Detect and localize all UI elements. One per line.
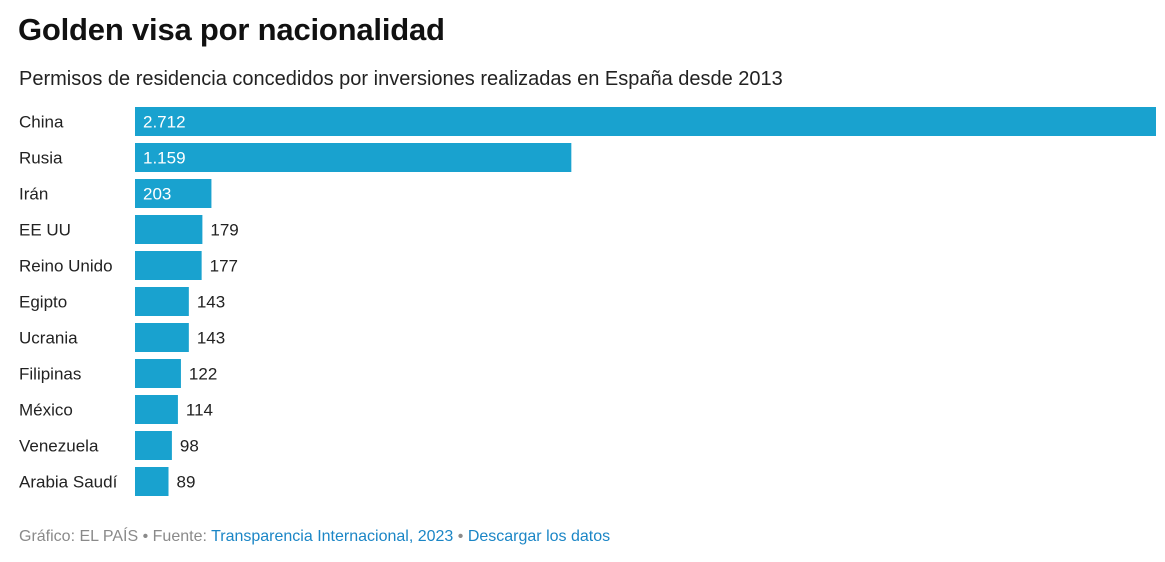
value-label: 203 — [143, 185, 171, 204]
value-label: 89 — [177, 473, 196, 492]
bar — [135, 107, 1156, 136]
category-label: Reino Unido — [19, 257, 113, 276]
bar — [135, 359, 181, 388]
category-label: México — [19, 401, 73, 420]
chart-footer: Gráfico: EL PAÍS • Fuente: Transparencia… — [19, 528, 610, 546]
value-label: 122 — [189, 365, 217, 384]
source-prefix: Fuente: — [152, 528, 212, 545]
category-label: Ucrania — [19, 329, 78, 348]
download-data-link[interactable]: Descargar los datos — [467, 528, 611, 545]
category-label: Egipto — [19, 293, 67, 312]
value-label: 98 — [180, 437, 199, 456]
value-label: 177 — [210, 257, 238, 276]
credit-text: Gráfico: EL PAÍS — [19, 528, 139, 545]
bar — [135, 467, 169, 496]
category-label: China — [19, 113, 64, 132]
bar — [135, 215, 203, 244]
category-label: Filipinas — [19, 365, 81, 384]
bar — [135, 323, 189, 352]
category-label: Irán — [19, 185, 48, 204]
bar — [135, 251, 202, 280]
category-label: Arabia Saudí — [19, 473, 118, 492]
value-label: 1.159 — [143, 149, 186, 168]
chart-title: Golden visa por nacionalidad — [18, 12, 445, 47]
bar — [135, 395, 178, 424]
bar — [135, 287, 189, 316]
bar-chart: China 2.712 Rusia 1.159 Irán 203 EE UU 179 Reino… — [19, 107, 1156, 496]
footer-separator: • — [453, 528, 468, 545]
chart-subtitle: Permisos de residencia concedidos por in… — [19, 68, 783, 90]
footer-separator: • — [138, 528, 153, 545]
value-label: 143 — [197, 329, 225, 348]
value-label: 143 — [197, 293, 225, 312]
category-label: Venezuela — [19, 437, 99, 456]
category-label: EE UU — [19, 221, 71, 240]
bar — [135, 431, 172, 460]
bar — [135, 179, 212, 208]
value-label: 114 — [186, 401, 213, 420]
value-label: 179 — [210, 221, 238, 240]
category-label: Rusia — [19, 149, 63, 168]
bar — [135, 143, 572, 172]
source-link[interactable]: Transparencia Internacional, 2023 — [211, 528, 454, 545]
value-label: 2.712 — [143, 113, 186, 132]
